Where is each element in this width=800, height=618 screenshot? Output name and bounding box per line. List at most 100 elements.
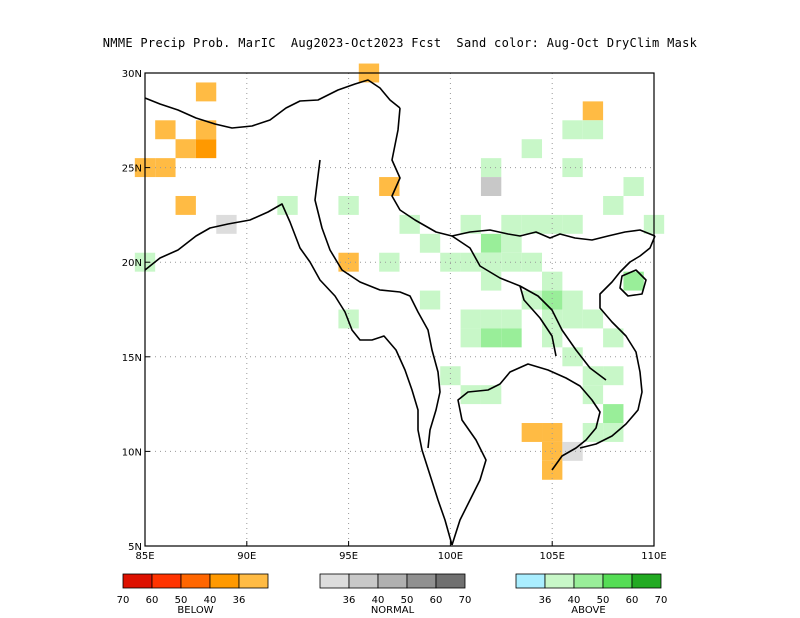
forecast-cell: [277, 195, 298, 215]
forecast-cell: [521, 214, 543, 234]
forecast-cell: [338, 252, 359, 272]
forecast-cell: [195, 120, 217, 140]
lon-tick-label: 90E: [237, 551, 256, 562]
legend-tick: 70: [117, 595, 130, 606]
forecast-cell: [542, 271, 563, 291]
lon-tick-label: 85E: [135, 551, 154, 562]
forecast-cell: [440, 366, 461, 386]
lat-tick-label: 20N: [122, 258, 142, 269]
forecast-cell: [521, 252, 543, 272]
forecast-cell: [521, 423, 543, 442]
forecast-cell: [562, 214, 583, 234]
lat-tick-label: 5N: [128, 542, 142, 553]
legend-tick: 36: [343, 595, 356, 606]
legend-swatch: [435, 573, 466, 589]
forecast-cell: [603, 328, 624, 348]
legend-normal: 36 40 50 60 70 NORMAL: [319, 573, 472, 616]
forecast-cell: [603, 195, 624, 215]
forecast-cell: [460, 385, 481, 405]
legend-label: BELOW: [177, 605, 213, 616]
axis-ticks: 85E 90E 95E 100E 105E 110E 30N 25N 20N 15N 10N 5N: [122, 69, 667, 562]
forecast-cell: [542, 441, 563, 461]
forecast-cell: [542, 460, 563, 480]
legend-tick: 36: [539, 595, 552, 606]
legend-swatch: [602, 573, 633, 589]
legend-label: NORMAL: [371, 605, 415, 616]
legend-tick: 50: [175, 595, 188, 606]
forecast-cell: [155, 120, 176, 140]
lon-tick-label: 105E: [539, 551, 564, 562]
forecast-cell: [582, 120, 604, 140]
forecast-cell: [419, 290, 441, 310]
legend-swatch: [406, 573, 437, 589]
legend-swatch: [122, 573, 153, 589]
legend-swatch: [319, 573, 350, 589]
legend-tick: 50: [401, 595, 414, 606]
forecast-cell: [195, 139, 217, 159]
lon-tick-label: 100E: [438, 551, 463, 562]
legend-above: 36 40 50 60 70 ABOVE: [515, 573, 667, 616]
forecast-cell: [399, 214, 420, 234]
legend-swatch: [151, 573, 182, 589]
forecast-cell: [175, 139, 196, 159]
legend-swatch: [209, 573, 240, 589]
forecast-cell: [603, 366, 624, 386]
forecast-cell: [582, 366, 604, 386]
lon-tick-label: 110E: [641, 551, 666, 562]
forecast-cell: [480, 177, 502, 196]
forecast-cell: [501, 328, 522, 348]
legend-tick: 50: [597, 595, 610, 606]
forecast-cell: [501, 233, 522, 253]
lat-tick-label: 25N: [122, 164, 142, 175]
coastlines: [144, 79, 656, 546]
legend-tick: 60: [626, 595, 639, 606]
forecast-cell: [582, 309, 604, 329]
forecast-cell: [480, 158, 502, 178]
forecast-cell: [379, 252, 400, 272]
forecast-cell: [460, 309, 481, 329]
legend-swatch: [238, 573, 269, 589]
map-title: NMME Precip Prob. MarIC Aug2023-Oct2023 …: [102, 36, 698, 50]
lat-tick-label: 10N: [122, 447, 142, 458]
legend-tick: 40: [372, 595, 385, 606]
legend-tick: 60: [430, 595, 443, 606]
lat-tick-label: 15N: [122, 353, 142, 364]
legend-swatch: [573, 573, 604, 589]
legend-tick: 70: [459, 595, 472, 606]
legend-tick: 40: [204, 595, 217, 606]
legend-tick: 36: [233, 595, 246, 606]
forecast-cell: [623, 271, 644, 291]
forecast-cell: [480, 271, 502, 291]
legend-label: ABOVE: [571, 605, 605, 616]
lon-tick-label: 95E: [339, 551, 358, 562]
forecast-cell: [542, 214, 563, 234]
forecast-cell: [480, 309, 502, 329]
forecast-cell: [480, 252, 502, 272]
forecast-cell: [501, 252, 522, 272]
legend-swatch: [180, 573, 211, 589]
forecast-cell: [562, 120, 583, 140]
forecast-cell: [460, 214, 481, 234]
forecast-cell: [562, 290, 583, 310]
forecast-cell: [419, 233, 441, 253]
forecast-cell: [603, 404, 624, 424]
legend-swatch: [348, 573, 379, 589]
forecast-cell: [338, 195, 359, 215]
forecast-cell: [542, 423, 563, 442]
forecast-cell: [480, 233, 502, 253]
forecast-cell: [195, 82, 217, 102]
forecast-cell: [582, 385, 604, 405]
legend-tick: 40: [568, 595, 581, 606]
legend-below: 70 60 50 40 36 BELOW: [117, 573, 269, 616]
forecast-cell: [501, 309, 522, 329]
forecast-cell: [562, 309, 583, 329]
legend-swatch: [544, 573, 575, 589]
forecast-cells: [134, 63, 665, 480]
forecast-cell: [562, 158, 583, 178]
legend-tick: 60: [146, 595, 159, 606]
forecast-cell: [460, 328, 481, 348]
forecast-cell: [582, 101, 604, 121]
legend-swatch: [515, 573, 546, 589]
forecast-cell: [521, 139, 543, 159]
